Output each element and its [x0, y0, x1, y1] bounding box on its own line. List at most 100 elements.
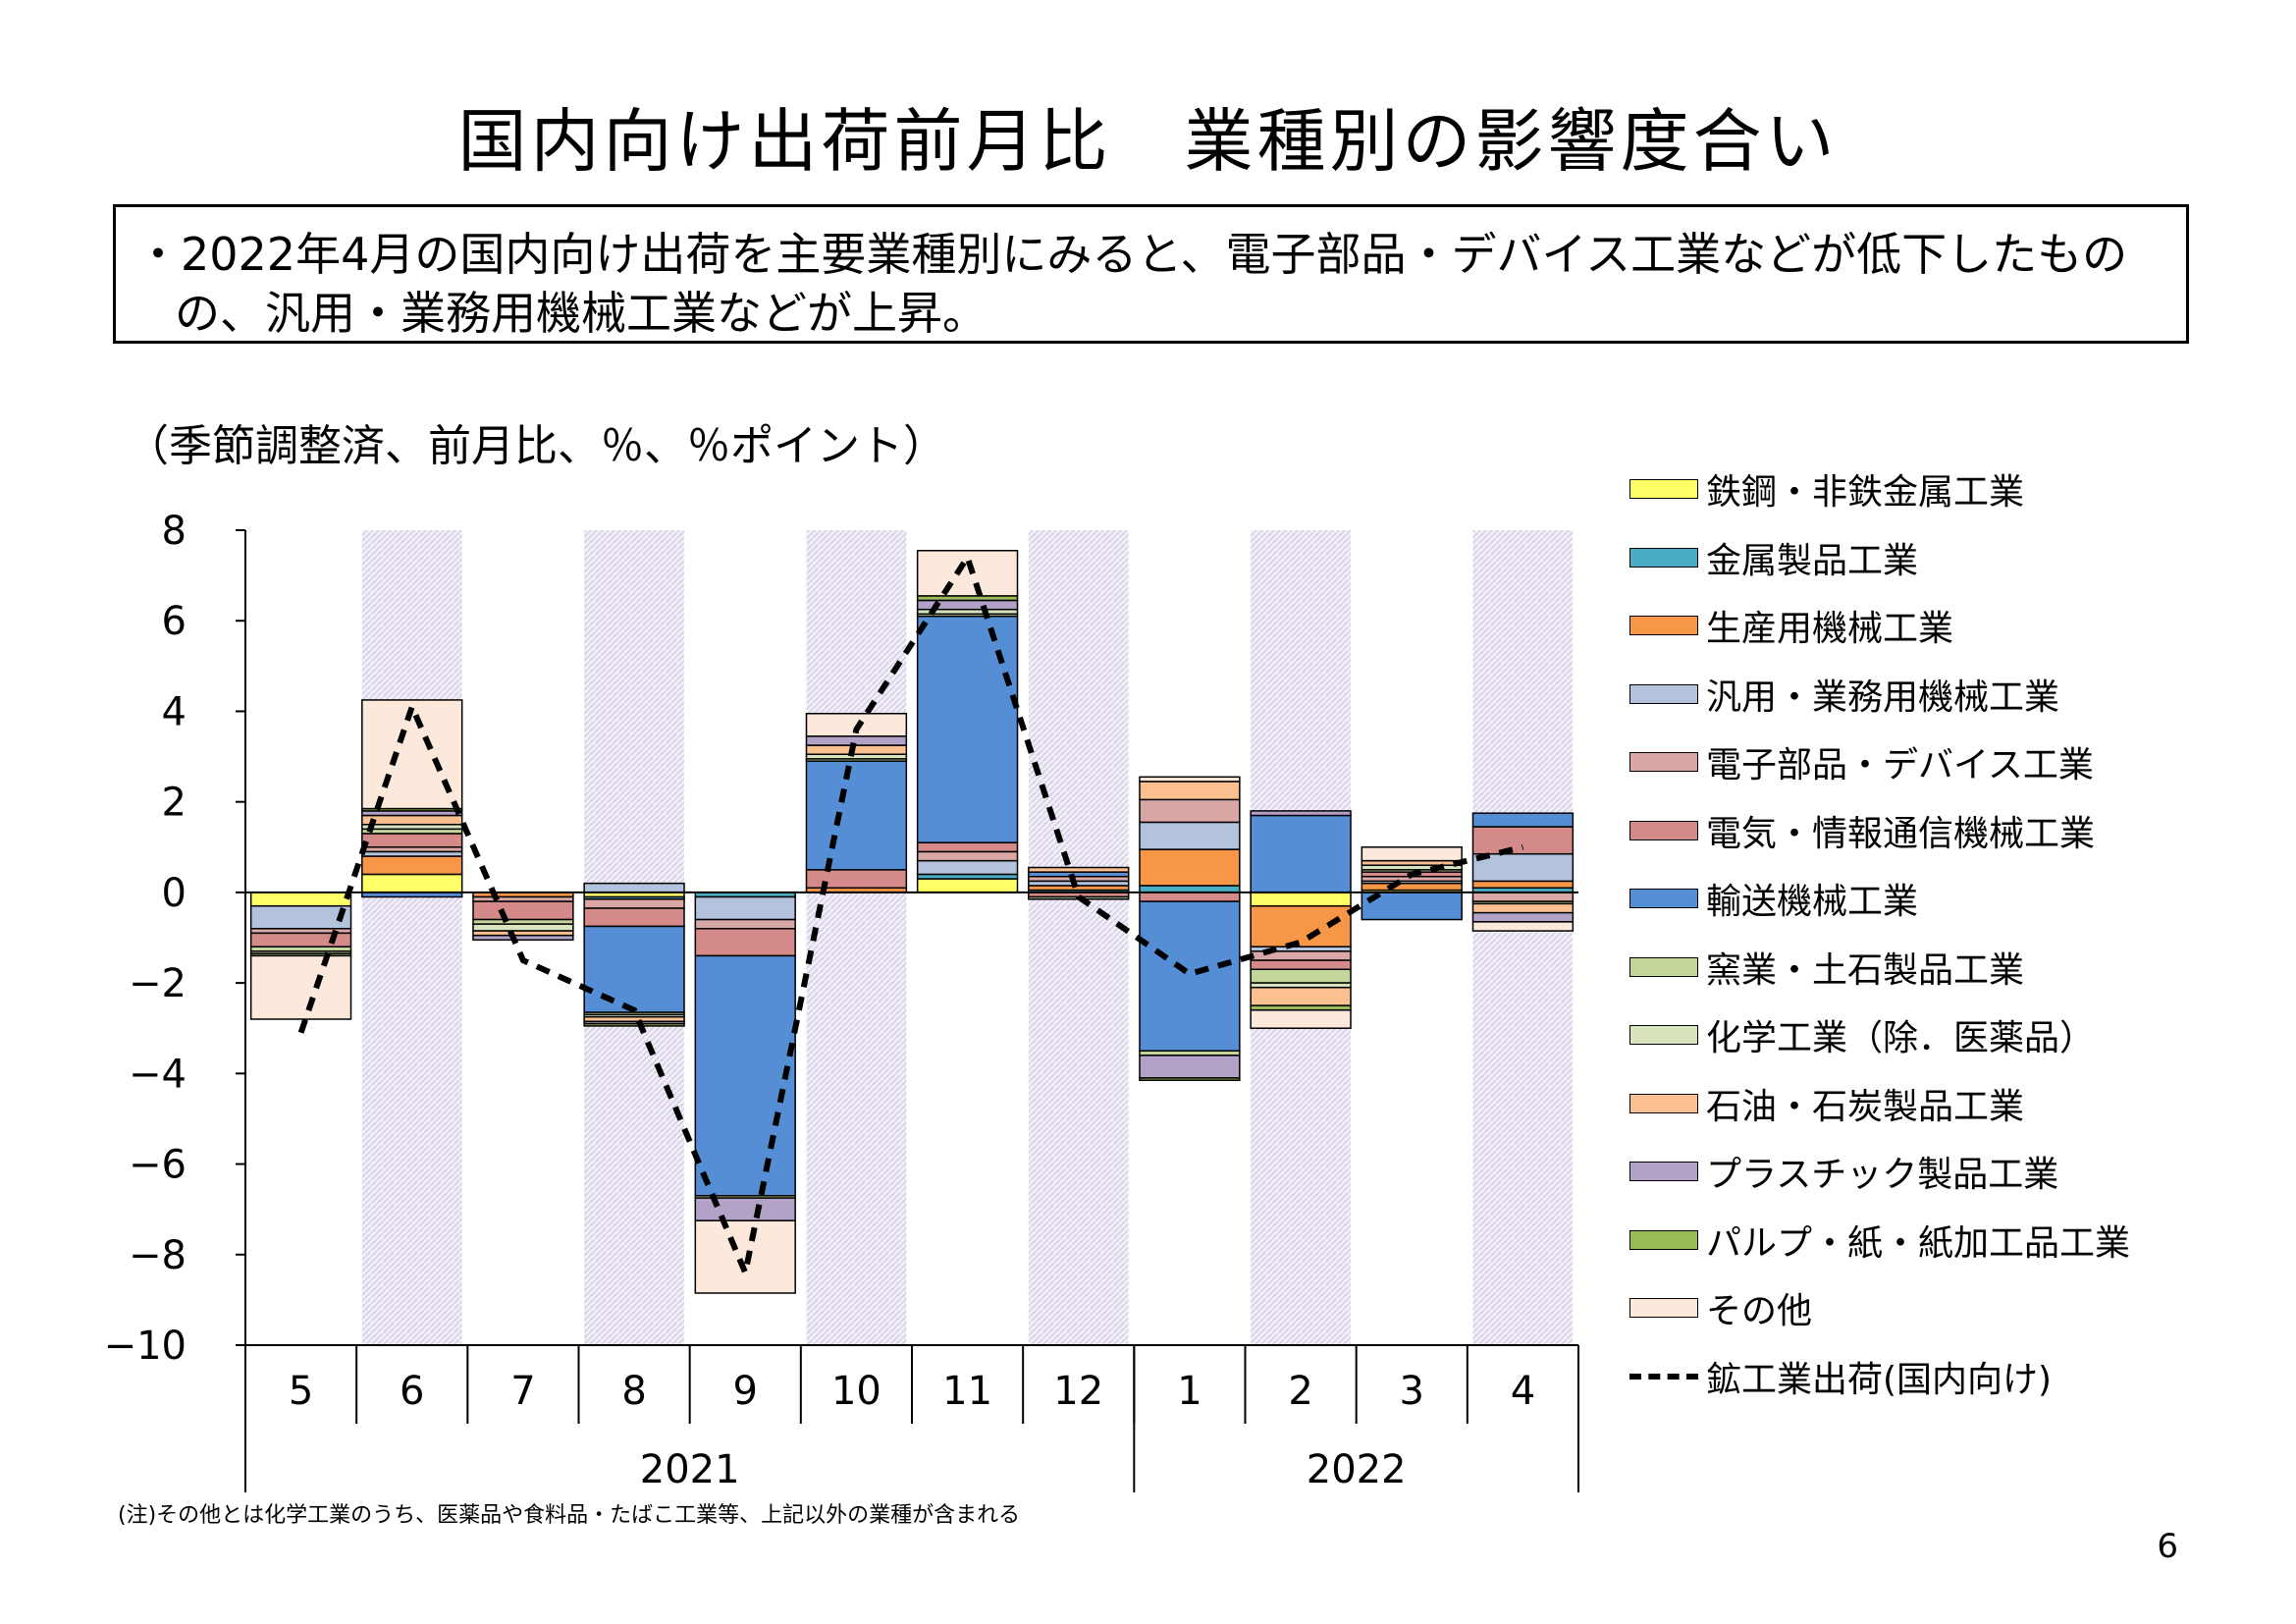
legend-swatch: [1629, 547, 1698, 568]
footnote: (注)その他とは化学工業のうち、医薬品や食料品・たばこ工業等、上記以外の業種が含…: [118, 1503, 1021, 1528]
bar-segment-9-s3: [694, 895, 796, 921]
bar-segment-6-s9: [361, 814, 463, 826]
bar-segment-8-s6: [583, 925, 685, 1013]
legend-item: プラスチック製品工業: [1629, 1152, 2058, 1195]
bar-segment-7-s8: [472, 923, 574, 932]
y-tick-label: −6: [129, 1143, 187, 1188]
legend-label: 電気・情報通信機械工業: [1706, 813, 2096, 854]
legend-item: 金属製品工業: [1629, 538, 1918, 581]
x-tick-label: 8: [621, 1369, 646, 1414]
y-tick-label: 2: [162, 781, 187, 826]
bar-segment-2-s5: [1250, 959, 1352, 971]
bar-segment-7-s5: [472, 900, 574, 921]
y-tick-label: 0: [162, 871, 187, 916]
legend-label: 金属製品工業: [1706, 540, 1919, 581]
bar-segment-2-s10: [1250, 810, 1352, 817]
y-tick-label: −2: [129, 961, 187, 1006]
legend-swatch: [1629, 752, 1698, 772]
legend-item: 電子部品・デバイス工業: [1629, 742, 2094, 785]
legend-label: 汎用・業務用機械工業: [1706, 677, 2060, 718]
bar-segment-12-s9: [1028, 866, 1130, 873]
shaded-band-6: [361, 530, 462, 1345]
bar-segment-7-s10: [472, 934, 574, 942]
chart-unit-label: （季節調整済、前月比、％、％ポイント）: [126, 421, 946, 471]
x-tick-label: 11: [942, 1369, 992, 1414]
y-tick-label: 4: [162, 689, 187, 734]
bar-segment-6-s0: [361, 873, 463, 893]
y-tick-label: −10: [104, 1324, 187, 1369]
shaded-band-10: [806, 530, 907, 1345]
bar-segment-11-s0: [916, 878, 1019, 893]
bar-segment-10-s5: [805, 869, 908, 890]
bar-segment-1-s3: [1139, 821, 1241, 850]
bar-segment-2-s0: [1250, 892, 1352, 907]
legend-label: プラスチック製品工業: [1706, 1155, 2059, 1195]
legend-label: 化学工業（除．医薬品）: [1706, 1018, 2096, 1058]
x-tick-label: 7: [510, 1369, 535, 1414]
legend-label: パルプ・紙・紙加工品工業: [1706, 1222, 2131, 1264]
legend-item: パルプ・紙・紙加工品工業: [1629, 1220, 2130, 1264]
bar-segment-2-s9: [1250, 986, 1352, 1006]
x-tick-label: 1: [1177, 1369, 1201, 1414]
bar-segment-9-s6: [694, 954, 796, 1197]
shaded-band-12: [1028, 530, 1129, 1345]
bar-segment-8-s4: [583, 898, 685, 909]
legend-item: 石油・石炭製品工業: [1629, 1084, 2024, 1127]
bar-segment-4-s2: [1471, 880, 1575, 890]
legend-label: 鉄鋼・非鉄金属工業: [1706, 472, 2025, 513]
stacked-bar-chart: 86420−2−4−6−8−1056789101112123420212022（…: [104, 509, 1610, 1492]
legend-label: 石油・石炭製品工業: [1706, 1086, 2025, 1127]
bar-segment-1-s6: [1139, 900, 1241, 1053]
bar-segment-2-s6: [1250, 814, 1352, 893]
legend-swatch: [1629, 683, 1698, 704]
y-tick-label: 8: [162, 509, 187, 554]
bar-segment-4-s9: [1471, 902, 1575, 914]
bar-segment-5-s0: [249, 892, 352, 907]
bar-segment-5-s3: [249, 904, 352, 930]
bar-segment-10-s9: [805, 744, 908, 755]
legend-item: 化学工業（除．医薬品）: [1629, 1015, 2095, 1058]
x-tick-label: 4: [1511, 1369, 1535, 1414]
legend-item: その他: [1629, 1288, 1812, 1331]
year-label: 2022: [1307, 1447, 1407, 1492]
bar-segment-1-s11: [1139, 1077, 1241, 1082]
bar-segment-8-s5: [583, 907, 685, 928]
bar-segment-11-s12: [916, 550, 1019, 597]
legend-label: 鉱工業出荷(国内向け): [1706, 1359, 2053, 1400]
summary-line-2: の、汎用・業務用機械工業などが上昇。: [175, 287, 988, 340]
x-tick-label: 12: [1053, 1369, 1103, 1414]
legend-label: 窯業・土石製品工業: [1706, 949, 2025, 991]
bar-segment-9-s5: [694, 928, 796, 957]
legend-swatch: [1629, 1025, 1698, 1045]
bar-segment-4-s6: [1471, 812, 1575, 828]
legend-swatch: [1629, 1093, 1698, 1113]
legend-label: 輸送機械工業: [1706, 882, 1919, 922]
bar-segment-4-s4: [1471, 892, 1575, 902]
bar-segment-10-s6: [805, 760, 908, 871]
bar-segment-3-s12: [1361, 846, 1463, 862]
x-tick-label: 5: [289, 1369, 313, 1414]
y-tick-label: 6: [162, 599, 187, 644]
legend-item: 窯業・土石製品工業: [1629, 947, 2024, 991]
legend-item: 電気・情報通信機械工業: [1629, 811, 2095, 854]
bar-segment-3-s2: [1361, 882, 1463, 892]
bar-segment-1-s2: [1139, 848, 1241, 887]
legend-item: 鉄鋼・非鉄金属工業: [1629, 469, 2024, 513]
legend-swatch: [1629, 1298, 1698, 1318]
x-tick-label: 6: [400, 1369, 424, 1414]
year-label: 2021: [640, 1447, 740, 1492]
legend-swatch: [1629, 616, 1698, 635]
legend-item: 生産用機械工業: [1629, 606, 1953, 649]
bar-segment-1-s1: [1139, 885, 1241, 893]
legend-swatch: [1629, 820, 1698, 840]
y-tick-label: −4: [129, 1052, 187, 1097]
bar-segment-11-s3: [916, 859, 1019, 876]
bar-segment-2-s2: [1250, 904, 1352, 947]
bar-segment-1-s10: [1139, 1055, 1241, 1079]
bar-segment-1-s12: [1139, 776, 1241, 783]
x-tick-label: 3: [1400, 1369, 1424, 1414]
summary-box: ・2022年4月の国内向け出荷を主要業種別にみると、電子部品・デバイス工業などが…: [113, 204, 2189, 344]
bar-segment-1-s4: [1139, 798, 1241, 824]
legend-label: 生産用機械工業: [1706, 609, 1954, 649]
bar-segment-11-s4: [916, 850, 1019, 862]
